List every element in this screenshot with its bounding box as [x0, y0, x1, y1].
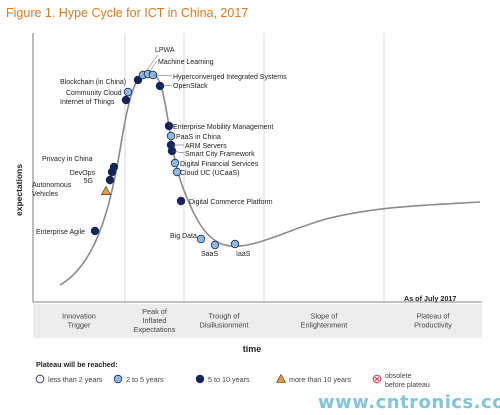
tech-leader-line: [171, 150, 185, 154]
tech-marker: [133, 75, 143, 85]
tech-label: Hyperconverged Integrated Systems: [173, 74, 287, 81]
tech-marker: [166, 131, 176, 141]
tech-marker: [123, 87, 133, 97]
tech-marker-triangle: [100, 185, 112, 195]
tech-marker: [109, 162, 119, 172]
tech-leader-line: [152, 74, 173, 77]
phase-label: Plateau of: [417, 312, 451, 321]
tech-label: Big Data: [170, 233, 197, 240]
chart-title: Figure 1. Hype Cycle for ICT in China, 2…: [6, 6, 249, 20]
legend-label: before plateau: [385, 382, 430, 389]
tech-marker: [230, 239, 240, 249]
legend-marker-obsolete-x: [374, 376, 380, 382]
tech-label: PaaS in China: [176, 134, 221, 141]
phase-label: Enlightenment: [301, 321, 348, 330]
phase-label: Productivity: [414, 321, 452, 330]
tech-label: Vehicles: [32, 191, 59, 198]
tech-label: Autonomous: [32, 182, 72, 189]
tech-label: DevOps: [70, 170, 96, 177]
tech-label: Digital Commerce Platform: [189, 199, 273, 206]
tech-label: LPWA: [155, 47, 175, 54]
tech-label: Digital Financial Services: [180, 161, 259, 168]
hype-curve: [59, 71, 481, 286]
tech-leader-line: [142, 54, 159, 76]
tech-leader-line: [159, 84, 173, 87]
tech-label: Enterprise Mobility Management: [173, 124, 273, 131]
legend-label: 5 to 10 years: [208, 375, 250, 384]
phase-label: Peak of: [142, 307, 168, 316]
phase-label: Inflated: [143, 316, 167, 325]
tech-label: Privacy in China: [42, 156, 93, 163]
legend-label: less than 2 years: [48, 375, 103, 384]
phase-label: Trigger: [68, 321, 91, 330]
as-of-label: As of July 2017: [404, 294, 456, 303]
y-axis-label: expectations: [14, 164, 24, 216]
phase-band: [33, 304, 482, 338]
phase-label: Disillusionment: [199, 321, 248, 330]
tech-marker: [121, 95, 131, 105]
tech-leader-line: [147, 60, 158, 75]
legend-label: more than 10 years: [289, 375, 351, 384]
tech-marker: [170, 158, 180, 168]
tech-label: Machine Learning: [158, 59, 214, 66]
tech-marker: [176, 196, 186, 206]
phase-label: Trough of: [209, 312, 241, 321]
watermark: www.cntronics.com: [318, 392, 500, 413]
legend-marker: [35, 374, 45, 384]
tech-marker: [196, 234, 206, 244]
tech-label: Blockchain (in China): [60, 79, 126, 86]
legend-marker: [113, 374, 123, 384]
tech-label: 5G: [84, 178, 93, 185]
tech-label: Community Cloud: [66, 90, 122, 97]
legend-title: Plateau will be reached:: [36, 360, 118, 369]
legend-label: obsolete: [385, 373, 412, 380]
tech-label: Cloud UC (UCaaS): [180, 170, 240, 177]
tech-label: Enterprise Agile: [36, 229, 85, 236]
tech-marker: [90, 226, 100, 236]
legend-label: 2 to 5 years: [126, 375, 164, 384]
tech-label: IaaS: [236, 251, 251, 258]
tech-marker: [105, 175, 115, 185]
phase-label: Innovation: [62, 312, 96, 321]
phase-label: Slope of: [311, 312, 339, 321]
tech-marker: [172, 167, 182, 177]
tech-label: ARM Servers: [185, 143, 227, 150]
legend-marker: [195, 374, 205, 384]
legend-marker-triangle: [275, 373, 287, 383]
x-axis-label: time: [243, 344, 262, 354]
tech-label: Smart City Framework: [185, 151, 255, 158]
tech-label: Internet of Things: [60, 99, 115, 106]
tech-label: SaaS: [201, 251, 218, 258]
tech-marker: [210, 240, 220, 250]
phase-label: Expectations: [134, 325, 176, 334]
tech-label: OpenStack: [173, 83, 208, 90]
